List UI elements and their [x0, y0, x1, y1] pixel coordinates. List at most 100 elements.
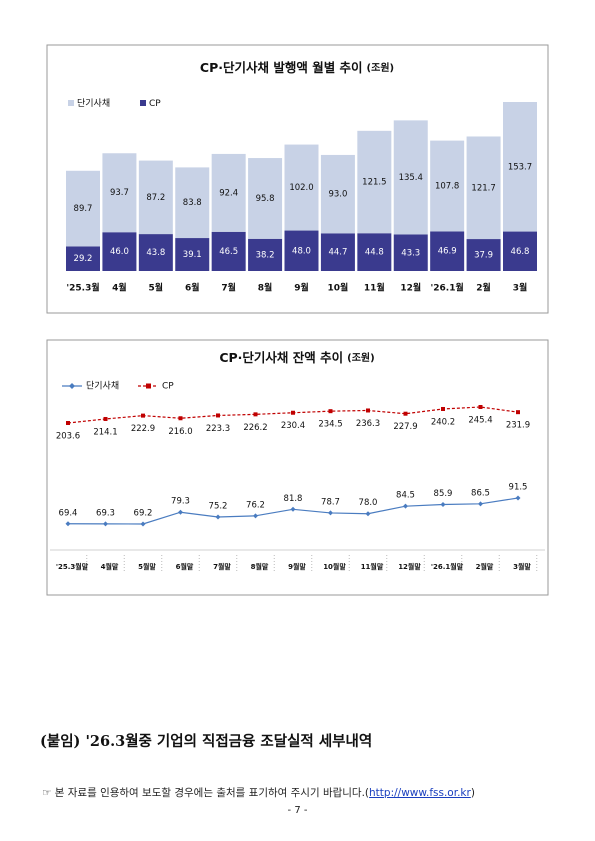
- bar-segment: [102, 232, 137, 271]
- value-label: 240.2: [431, 417, 455, 427]
- title-unit: (조원): [347, 351, 375, 364]
- value-label: 69.3: [96, 508, 115, 518]
- point-marker: [66, 421, 70, 425]
- legend-marker: [69, 383, 75, 389]
- x-tick-label: 6월말: [176, 562, 194, 571]
- legend-label: 단기사채: [77, 98, 110, 109]
- point-marker: [403, 503, 408, 509]
- point-marker: [140, 521, 146, 527]
- bar-segment: [430, 231, 465, 271]
- value-label: 227.9: [393, 422, 417, 432]
- chart-title: CP·단기사채 발행액 월별 추이 (조원): [200, 60, 394, 75]
- bar-segment: [357, 130, 392, 234]
- bar-segment: [393, 120, 428, 235]
- value-label: 46.8: [511, 247, 530, 257]
- value-label: 231.9: [506, 421, 530, 431]
- x-tick-label: '25.3월말: [56, 562, 89, 571]
- bar-segment: [175, 238, 210, 271]
- x-tick-label: 7월: [221, 282, 236, 294]
- point-marker: [253, 513, 258, 519]
- appendix-title: (붙임) '26.3월중 기업의 직접금융 조달실적 세부내역: [40, 733, 373, 750]
- legend-swatch: [140, 100, 146, 106]
- value-label: 153.7: [508, 162, 532, 172]
- source-note: ☞ 본 자료를 인용하여 보도할 경우에는 출처를 표기하여 주시기 바랍니다.…: [42, 785, 475, 800]
- value-label: 46.9: [438, 247, 457, 257]
- value-label: 44.7: [328, 248, 347, 258]
- x-tick-label: 9월말: [288, 562, 306, 571]
- value-label: 93.7: [110, 188, 129, 198]
- x-tick-label: 11월말: [361, 562, 384, 571]
- bar-segment: [102, 153, 137, 233]
- bar-segment: [393, 234, 428, 271]
- bar-segment: [503, 231, 537, 271]
- bar-segment: [248, 158, 283, 239]
- value-label: 93.0: [328, 190, 347, 200]
- x-tick-label: 12월: [400, 282, 421, 294]
- value-label: 216.0: [168, 427, 192, 437]
- value-label: 79.3: [171, 497, 190, 507]
- source-link[interactable]: http://www.fss.or.kr: [369, 787, 471, 799]
- value-label: 48.0: [292, 246, 311, 256]
- legend-label: CP: [149, 99, 161, 109]
- value-label: 234.5: [318, 420, 342, 430]
- balance-chart: CP·단기사채 잔액 추이 (조원) 단기사채 CP '25.3월말 4월말 5월말 6월말 7…: [46, 339, 549, 596]
- bar-segment: [357, 233, 392, 271]
- value-label: 84.5: [396, 491, 415, 501]
- bar-segment: [248, 238, 283, 271]
- value-label: 43.8: [146, 248, 165, 258]
- value-label: 102.0: [289, 183, 313, 193]
- x-tick-label: 3월말: [513, 562, 531, 571]
- legend-marker: [146, 383, 151, 389]
- value-label: 38.2: [256, 250, 275, 260]
- x-tick-label: 8월: [258, 282, 273, 294]
- bar-segment: [211, 153, 246, 232]
- value-label: 69.2: [134, 509, 153, 519]
- point-marker: [328, 510, 333, 516]
- issuance-chart: CP·단기사채 발행액 월별 추이 (조원) 단기사채 CP 29.2 89.7 '25.3…: [46, 44, 549, 314]
- value-label: 37.9: [474, 251, 493, 261]
- value-label: 44.8: [365, 248, 384, 258]
- title-unit: (조원): [367, 61, 395, 74]
- value-label: 87.2: [146, 193, 165, 203]
- value-label: 214.1: [93, 427, 117, 437]
- value-label: 43.3: [401, 248, 420, 258]
- bar-segment: [284, 230, 319, 271]
- point-marker: [478, 405, 483, 409]
- value-label: 226.2: [243, 423, 267, 433]
- point-marker: [65, 521, 71, 527]
- x-tick-label: 10월말: [323, 562, 346, 571]
- legend-swatch: [68, 100, 74, 106]
- chart-frame: [46, 339, 549, 596]
- x-tick-label: 5월: [149, 282, 164, 294]
- value-label: 91.5: [509, 483, 528, 493]
- value-label: 121.5: [362, 178, 386, 188]
- value-label: 81.8: [284, 494, 303, 504]
- x-tick-label: 2월: [476, 282, 491, 294]
- value-label: 121.7: [471, 183, 495, 193]
- point-marker: [403, 411, 408, 416]
- x-tick-label: 8월말: [251, 562, 269, 571]
- value-label: 46.0: [110, 247, 129, 257]
- value-label: 86.5: [471, 488, 490, 498]
- bar-segment: [138, 160, 173, 235]
- point-marker: [103, 521, 108, 527]
- value-label: 135.4: [399, 173, 423, 183]
- point-marker: [215, 514, 221, 520]
- x-tick-label: 6월: [185, 282, 200, 294]
- point-marker: [253, 412, 258, 417]
- x-tick-label: '25.3월: [66, 282, 99, 294]
- x-tick-label: 2월말: [476, 562, 494, 571]
- bar-segment: [284, 144, 319, 231]
- chart-title: CP·단기사채 잔액 추이 (조원): [219, 350, 374, 365]
- x-tick-label: 12월말: [398, 562, 421, 571]
- value-label: 69.4: [59, 508, 78, 518]
- point-marker: [178, 509, 183, 515]
- bar-segment: [138, 234, 173, 271]
- point-marker: [516, 410, 520, 415]
- value-label: 75.2: [209, 502, 228, 512]
- x-tick-label: 3월: [513, 282, 528, 294]
- value-label: 245.4: [468, 416, 492, 426]
- value-label: 85.9: [434, 489, 453, 499]
- value-label: 223.3: [206, 424, 230, 434]
